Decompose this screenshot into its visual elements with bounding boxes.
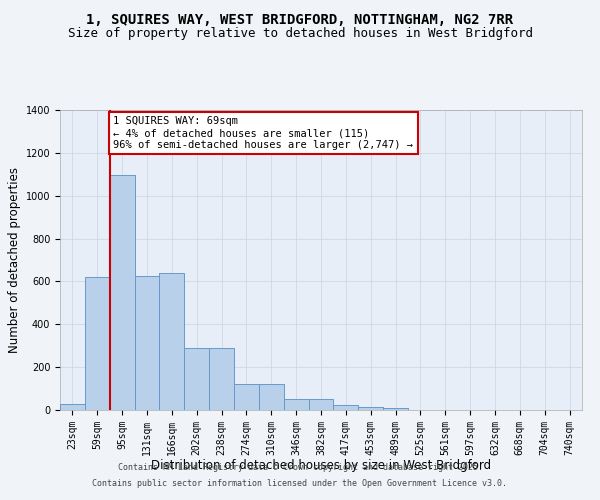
X-axis label: Distribution of detached houses by size in West Bridgford: Distribution of detached houses by size … xyxy=(151,459,491,472)
Text: 1, SQUIRES WAY, WEST BRIDGFORD, NOTTINGHAM, NG2 7RR: 1, SQUIRES WAY, WEST BRIDGFORD, NOTTINGH… xyxy=(86,12,514,26)
Bar xyxy=(134,276,160,410)
Bar xyxy=(110,176,134,410)
Bar xyxy=(284,400,308,410)
Text: 1 SQUIRES WAY: 69sqm
← 4% of detached houses are smaller (115)
96% of semi-detac: 1 SQUIRES WAY: 69sqm ← 4% of detached ho… xyxy=(113,116,413,150)
Bar xyxy=(160,273,184,410)
Text: Size of property relative to detached houses in West Bridgford: Size of property relative to detached ho… xyxy=(67,28,533,40)
Bar xyxy=(259,384,284,410)
Text: Contains public sector information licensed under the Open Government Licence v3: Contains public sector information licen… xyxy=(92,478,508,488)
Bar xyxy=(209,348,234,410)
Bar xyxy=(85,277,110,410)
Bar xyxy=(184,348,209,410)
Bar xyxy=(234,384,259,410)
Bar xyxy=(308,400,334,410)
Text: Contains HM Land Registry data © Crown copyright and database right 2025.: Contains HM Land Registry data © Crown c… xyxy=(118,464,482,472)
Y-axis label: Number of detached properties: Number of detached properties xyxy=(8,167,22,353)
Bar xyxy=(383,408,408,410)
Bar xyxy=(60,404,85,410)
Bar xyxy=(358,407,383,410)
Bar xyxy=(334,404,358,410)
